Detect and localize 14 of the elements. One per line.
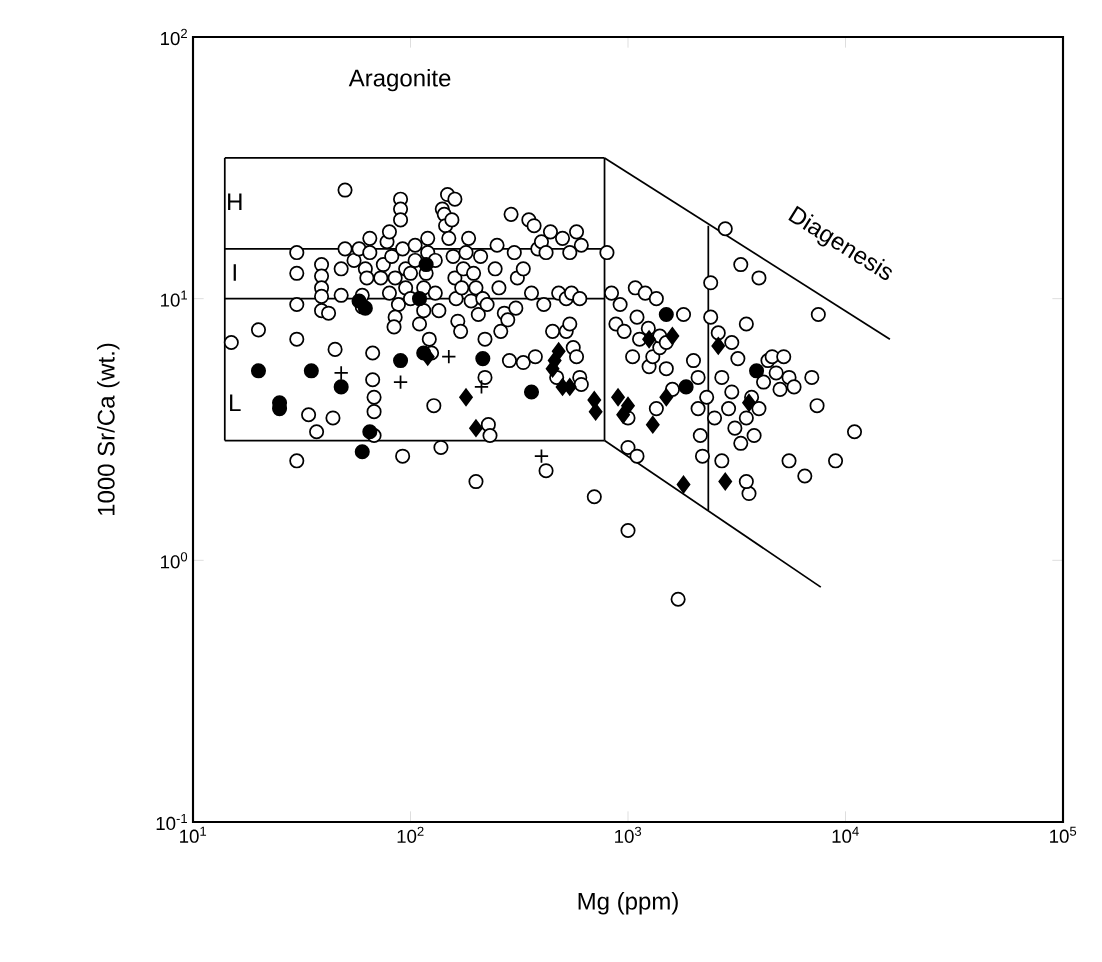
y-tick-label: 10$^{1}$	[161, 290, 187, 307]
x-tick-label: 10$^{1}$	[180, 826, 207, 843]
y-tick-label: 10$^{2}$	[161, 28, 187, 46]
x-tick-label: 10$^{2}$	[397, 826, 424, 843]
x-axis-title: Mg (ppm)	[578, 892, 678, 915]
x-tick-label: 10$^{4}$	[832, 826, 859, 843]
annotation: H	[228, 193, 242, 211]
y-tick-label: 10$^{0}$	[161, 552, 188, 569]
x-tick-label: 10$^{5}$	[1050, 826, 1077, 843]
annotation: Aragonite	[348, 68, 451, 92]
y-axis-title: 1000 Sr/Ca (wt.)	[97, 343, 120, 516]
annotation: L	[230, 394, 241, 412]
x-tick-label: 10$^{3}$	[615, 826, 642, 843]
annotation: I	[233, 264, 236, 281]
